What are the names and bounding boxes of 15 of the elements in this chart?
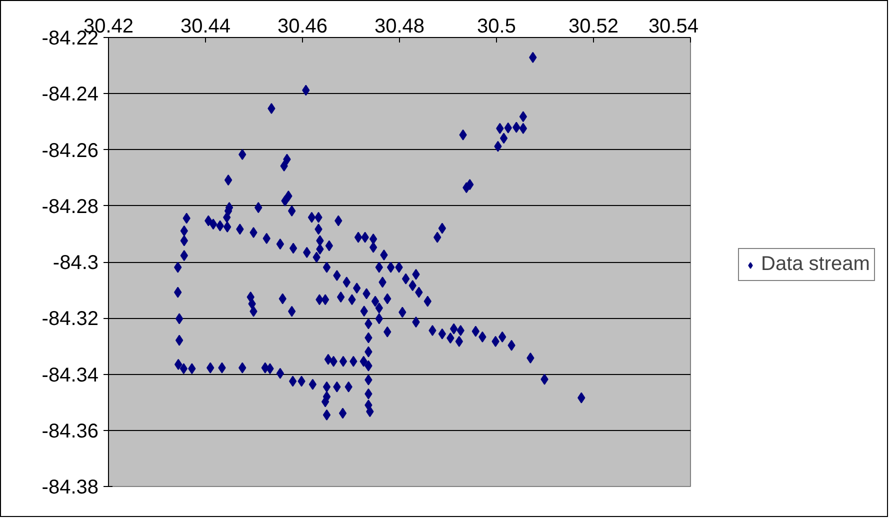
y-tick-label: -84.28 xyxy=(42,196,99,218)
legend-label: Data stream xyxy=(761,253,870,276)
y-tick-label: -84.3 xyxy=(52,252,99,274)
y-tick-label: -84.38 xyxy=(42,476,99,498)
x-tick-label: 30.5 xyxy=(477,16,516,38)
y-tick-label: -84.36 xyxy=(42,420,99,442)
y-tick-label: -84.34 xyxy=(42,364,99,386)
x-tick-label: 30.44 xyxy=(180,16,231,38)
x-tick-label: 30.52 xyxy=(568,16,619,38)
y-tick-label: -84.32 xyxy=(42,308,99,330)
x-tick-label: 30.46 xyxy=(277,16,328,38)
x-tick-label: 30.48 xyxy=(374,16,425,38)
y-tick-label: -84.26 xyxy=(42,140,99,162)
y-tick-label: -84.24 xyxy=(42,84,99,106)
x-tick-label: 30.54 xyxy=(648,16,699,38)
